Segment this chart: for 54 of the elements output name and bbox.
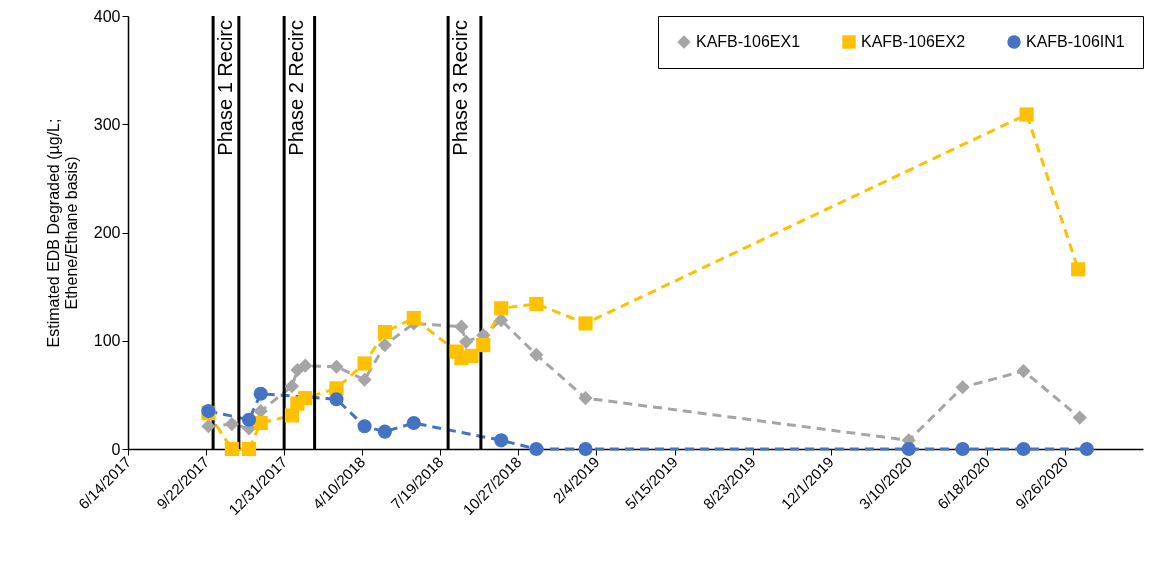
- point: [1071, 262, 1086, 277]
- ref-line-label: Phase 1 Recirc: [214, 20, 237, 156]
- point: [253, 386, 268, 401]
- point: [284, 379, 300, 394]
- point: [454, 319, 469, 334]
- y-tick-label: 400: [93, 7, 121, 25]
- point: [1016, 441, 1031, 457]
- y-tick-label: 100: [93, 332, 121, 350]
- point: [494, 313, 509, 328]
- point: [1072, 410, 1087, 425]
- point: [494, 301, 509, 316]
- point: [224, 417, 239, 432]
- point: [578, 441, 593, 457]
- point: [241, 441, 257, 457]
- y-tick-label: 200: [93, 224, 121, 241]
- legend-label: KAFB-106EX2: [861, 33, 966, 50]
- ref-line-label: Phase 3 Recirc: [449, 20, 472, 156]
- point: [578, 391, 593, 406]
- point: [955, 441, 970, 457]
- y-axis-title: Estimated EDB Degraded (µg/L; Ethene/Ethane basis): [44, 118, 80, 348]
- point: [1016, 363, 1031, 379]
- legend-label: KAFB-106IN1: [1026, 33, 1125, 50]
- y-tick-label: 300: [93, 115, 121, 133]
- point: [357, 419, 372, 434]
- ref-line-label: Phase 2 Recirc: [285, 20, 308, 156]
- point: [459, 334, 474, 349]
- point: [494, 433, 509, 448]
- point: [476, 338, 491, 353]
- point: [1019, 107, 1034, 122]
- point: [1079, 441, 1094, 457]
- point: [329, 392, 344, 407]
- legend-label: KAFB-106EX1: [696, 33, 801, 50]
- point: [529, 441, 544, 457]
- point: [901, 441, 916, 457]
- point: [241, 412, 257, 427]
- point: [201, 419, 216, 434]
- point: [357, 356, 372, 371]
- point: [406, 415, 421, 431]
- y-tick-label: 0: [111, 440, 121, 458]
- point: [377, 424, 392, 439]
- point: [406, 310, 421, 326]
- point: [955, 380, 970, 395]
- point: [377, 325, 392, 340]
- point: [298, 358, 313, 373]
- point: [464, 348, 479, 363]
- point: [357, 372, 372, 387]
- point: [224, 441, 239, 457]
- point: [578, 316, 593, 331]
- point: [298, 391, 313, 406]
- point: [329, 359, 344, 374]
- point: [529, 296, 544, 312]
- point: [253, 415, 268, 431]
- point: [377, 338, 392, 353]
- point: [529, 347, 544, 362]
